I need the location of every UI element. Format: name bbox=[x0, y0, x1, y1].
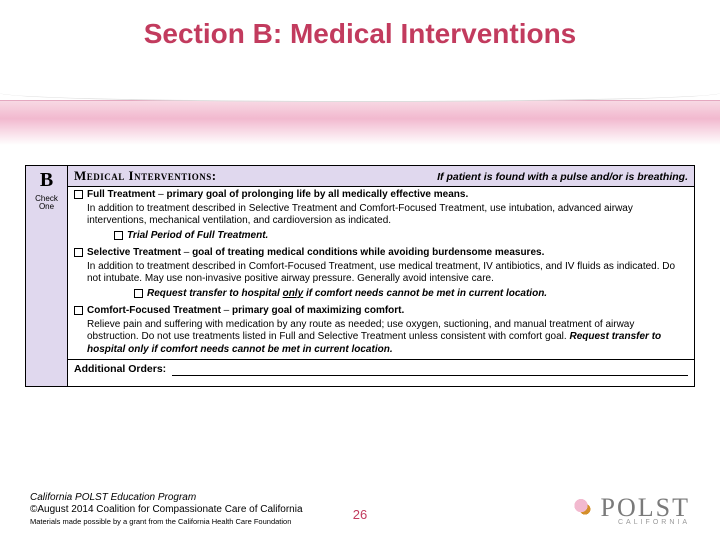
page-number: 26 bbox=[353, 507, 367, 522]
sub-option-transfer: Request transfer to hospital only if com… bbox=[134, 288, 688, 301]
logo-mark-icon bbox=[573, 496, 593, 520]
polst-form-section-b: B Check One Medical Interventions: If pa… bbox=[25, 165, 695, 387]
checkbox-selective-treatment[interactable] bbox=[74, 248, 83, 257]
option-goal: primary goal of maximizing comfort. bbox=[232, 305, 404, 316]
option-heading: Selective Treatment – goal of treating m… bbox=[87, 247, 544, 260]
option-body: Relieve pain and suffering with medicati… bbox=[87, 319, 688, 357]
option-heading: Full Treatment – primary goal of prolong… bbox=[87, 189, 468, 202]
option-body-text: Relieve pain and suffering with medicati… bbox=[87, 319, 634, 343]
additional-orders-line bbox=[172, 366, 688, 376]
sub-suffix: if comfort needs cannot be met in curren… bbox=[306, 288, 547, 299]
option-title: Comfort-Focused Treatment bbox=[87, 305, 221, 316]
option-goal: primary goal of prolonging life by all m… bbox=[166, 189, 468, 200]
checkbox-request-transfer[interactable] bbox=[134, 289, 143, 298]
polst-logo: POLST CALIFORNIA bbox=[573, 493, 690, 526]
decorative-band bbox=[0, 100, 720, 145]
option-selective-treatment: Selective Treatment – goal of treating m… bbox=[68, 245, 694, 303]
option-goal: goal of treating medical conditions whil… bbox=[192, 247, 544, 258]
checkbox-trial-period[interactable] bbox=[114, 231, 123, 240]
section-letter: B bbox=[27, 168, 66, 193]
additional-orders-label: Additional Orders: bbox=[74, 363, 166, 376]
checkbox-comfort-focused[interactable] bbox=[74, 306, 83, 315]
option-title: Full Treatment bbox=[87, 189, 155, 200]
logo-subtext: CALIFORNIA bbox=[573, 519, 690, 526]
footer-credits: California POLST Education Program ©Augu… bbox=[30, 492, 303, 526]
option-body: In addition to treatment described in Se… bbox=[87, 203, 688, 228]
sub-option-label: Request transfer to hospital only if com… bbox=[147, 288, 547, 301]
section-main: Medical Interventions: If patient is fou… bbox=[68, 166, 694, 386]
option-heading: Comfort-Focused Treatment – primary goal… bbox=[87, 305, 404, 318]
footer-line1: California POLST Education Program bbox=[30, 492, 303, 505]
sub-underline: only bbox=[283, 288, 304, 299]
section-letter-column: B Check One bbox=[26, 166, 68, 386]
additional-orders-row: Additional Orders: bbox=[68, 359, 694, 386]
sub-option-trial: Trial Period of Full Treatment. bbox=[114, 230, 688, 243]
sub-prefix: Request transfer to hospital bbox=[147, 288, 280, 299]
section-header-condition: If patient is found with a pulse and/or … bbox=[437, 171, 688, 184]
option-body: In addition to treatment described in Co… bbox=[87, 261, 688, 286]
section-header: Medical Interventions: If patient is fou… bbox=[68, 166, 694, 187]
slide-title: Section B: Medical Interventions bbox=[0, 0, 720, 50]
footer-line3: Materials made possible by a grant from … bbox=[30, 517, 303, 526]
option-title: Selective Treatment bbox=[87, 247, 181, 258]
check-one-label: Check One bbox=[27, 195, 66, 211]
section-header-title: Medical Interventions: bbox=[74, 168, 217, 184]
option-comfort-focused: Comfort-Focused Treatment – primary goal… bbox=[68, 303, 694, 359]
option-full-treatment: Full Treatment – primary goal of prolong… bbox=[68, 187, 694, 245]
sub-option-label: Trial Period of Full Treatment. bbox=[127, 230, 268, 243]
checkbox-full-treatment[interactable] bbox=[74, 190, 83, 199]
footer-line2: ©August 2014 Coalition for Compassionate… bbox=[30, 504, 303, 517]
